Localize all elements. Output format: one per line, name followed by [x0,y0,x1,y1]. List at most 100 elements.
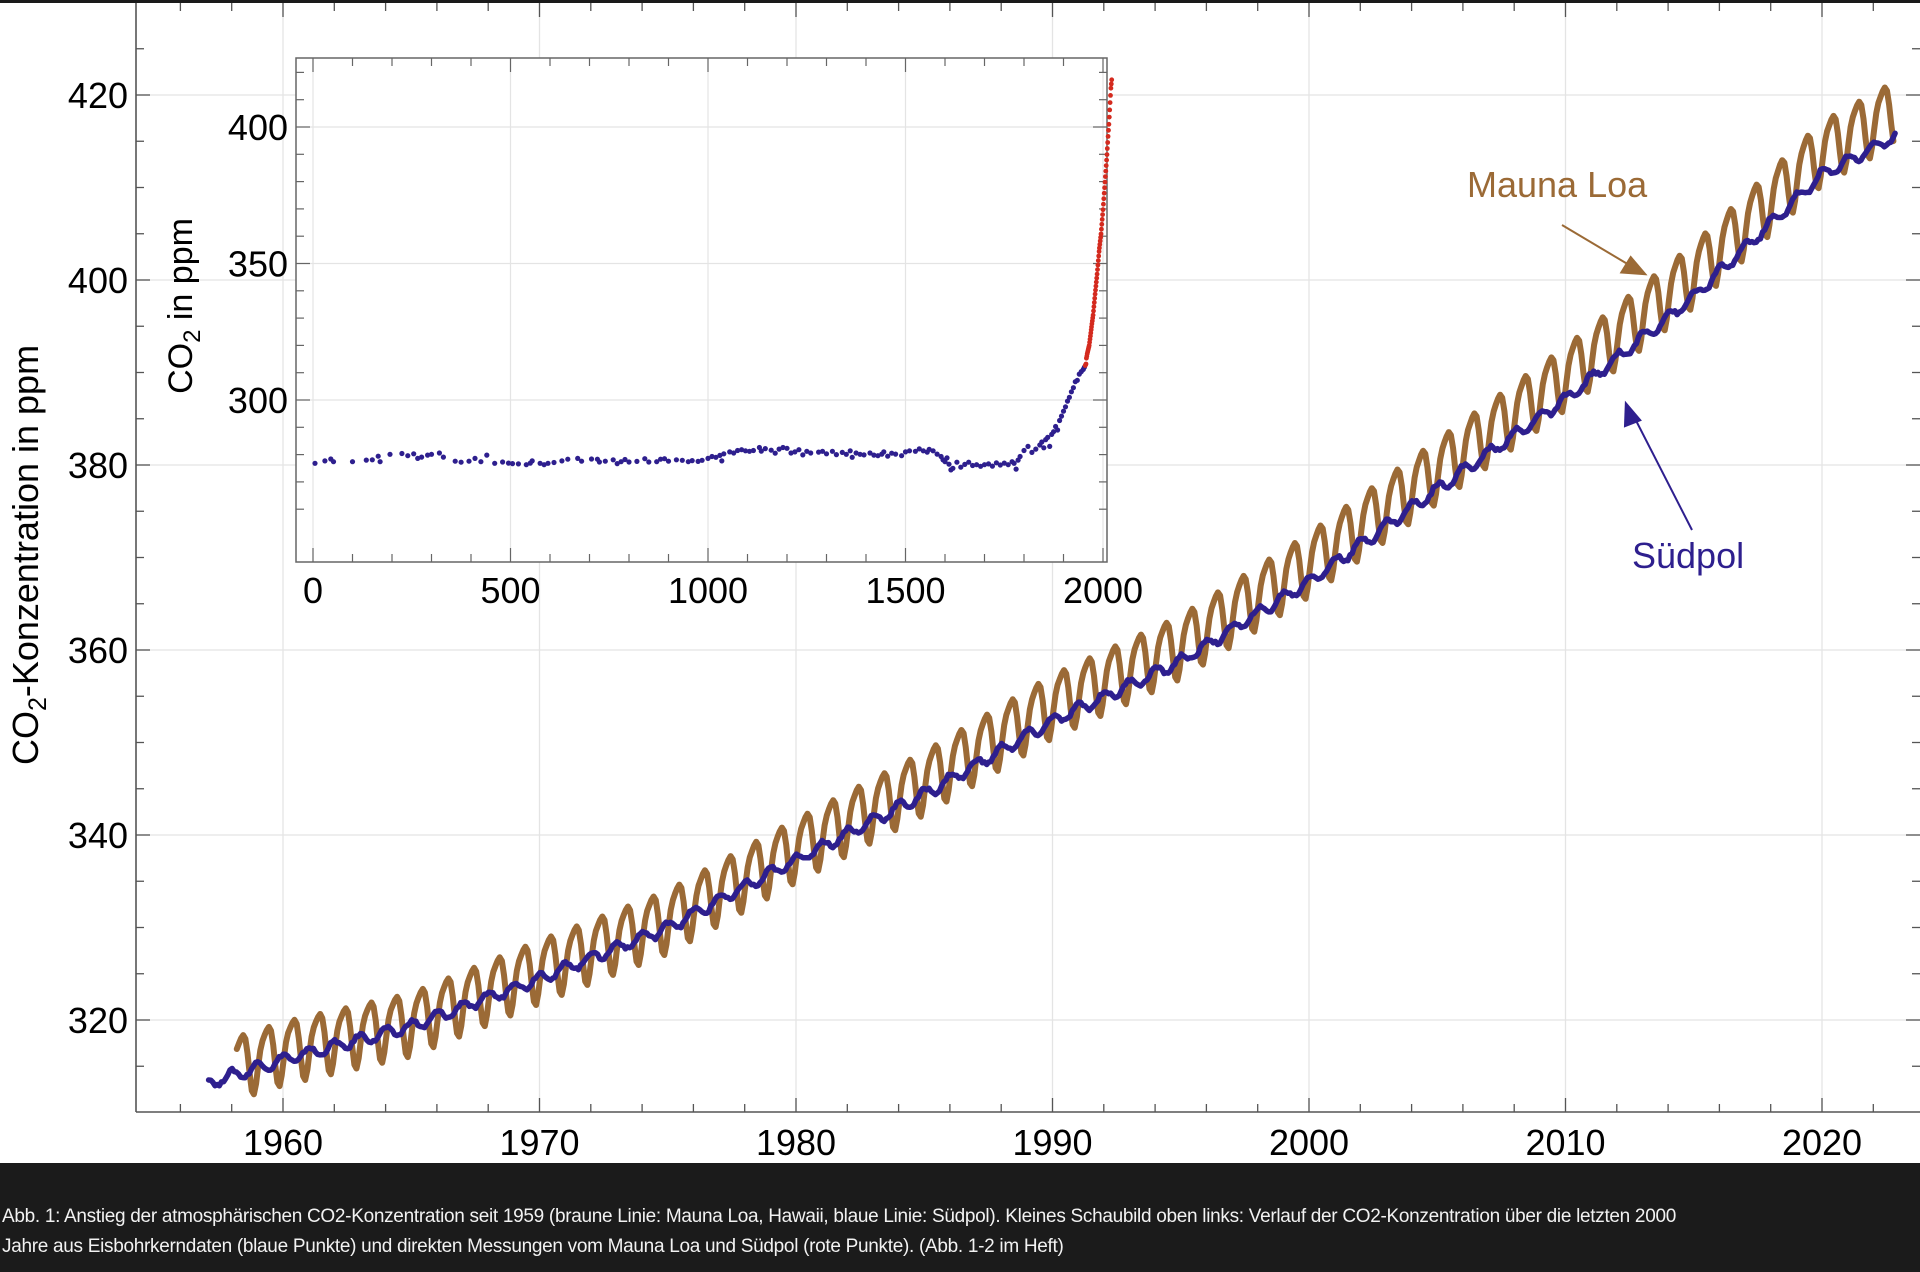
direct-measurement-point [1098,231,1104,237]
direct-measurement-point [1102,185,1107,191]
ice-core-point [1057,417,1063,424]
ice-core-point [618,459,624,465]
ice-core-point [1070,385,1076,391]
ice-core-point [1062,404,1069,410]
ice-core-point [916,446,922,452]
ice-core-point [679,457,685,463]
ice-core-point [369,457,375,463]
ice-core-point [1017,453,1023,460]
main-y-tick-label: 380 [68,445,128,486]
ice-core-point [551,459,557,466]
ice-core-point [399,450,405,457]
ice-core-point [768,447,774,453]
ice-core-point [505,460,512,466]
direct-measurement-point [1099,221,1105,227]
ice-core-point [985,461,992,467]
ice-core-point [885,453,891,459]
ice-core-point [750,447,757,454]
ice-core-point [709,453,715,460]
direct-measurement-point [1094,271,1100,277]
direct-measurement-point [1107,100,1113,105]
inset-axes: 0 500 1000 1500 2000 300 350 400 [228,57,1143,611]
inset-x-tick-label: 0 [303,570,323,611]
direct-measurement-point [1103,174,1108,180]
ice-core-point [847,448,853,454]
ice-core-point [458,459,464,465]
series-line-suedpol [205,130,1898,1089]
ice-core-point [699,457,705,463]
ice-core-point [500,459,506,465]
caption-line-2: Jahre aus Eisbohrkerndaten (blaue Punkte… [2,1236,1064,1257]
direct-measurement-point [1095,267,1100,272]
direct-measurement-point [1101,196,1107,202]
ice-core-point [954,459,960,465]
ice-core-point [349,459,356,465]
figure-caption: Abb. 1: Anstieg der atmosphärischen CO2-… [0,1163,1920,1272]
main-y-tick-label: 320 [68,1000,128,1041]
ice-core-point [800,452,806,458]
direct-measurement-point [1100,212,1105,218]
direct-measurement-point [1099,226,1104,232]
direct-measurement-point [1100,207,1106,213]
ice-core-point [823,451,830,457]
ice-core-point [387,451,393,457]
ice-core-point [889,450,895,456]
ice-core-point [312,460,318,466]
ice-core-point [871,452,877,458]
ice-core-point [1013,466,1019,472]
ice-core-point [974,462,980,468]
ice-core-point [642,456,648,462]
direct-measurement-point [1109,77,1115,83]
inset-background [296,58,1107,562]
inset-x-tick-label: 2000 [1063,570,1143,611]
ice-core-point [1001,460,1007,466]
ice-core-point [930,448,936,454]
ice-core-point [867,450,873,456]
ice-core-point [843,451,849,457]
ice-core-point [478,459,484,465]
ice-core-point [541,462,547,468]
direct-measurement-point [1105,140,1111,145]
ice-core-point [1060,408,1067,414]
ice-core-point [646,459,652,465]
ice-core-point [1029,449,1035,455]
ice-core-point [792,449,798,455]
ice-core-point [926,446,932,452]
ice-core-point [575,455,581,461]
ice-core-point [912,448,919,454]
direct-measurement-point [1090,312,1096,318]
main-x-tick-label: 2020 [1782,1122,1862,1163]
ice-core-point [950,465,956,471]
inset-chart: 0 500 1000 1500 2000 300 350 400 CO2 in ppm [162,57,1143,611]
ice-core-point [415,455,421,461]
ice-core-point [695,458,701,464]
ice-core-point [1011,460,1017,466]
ice-core-point [665,458,672,464]
ice-core-point [634,458,640,464]
ice-core-point [727,449,733,455]
ice-core-point [1025,443,1031,449]
ice-core-point [658,456,664,462]
inset-points [312,77,1115,473]
ice-core-point [626,459,632,465]
direct-measurement-point [1096,253,1102,259]
main-annotations: Mauna Loa Südpol [1467,164,1744,576]
ice-core-point [602,458,608,464]
annotation-label-mauna-loa: Mauna Loa [1467,164,1648,205]
ice-core-point [833,452,840,458]
inset-y-axis-label: CO2 in ppm [162,218,206,394]
ice-core-point [685,459,691,465]
ice-core-point [363,457,369,463]
direct-measurement-point [1094,275,1100,281]
inset-frame [295,57,1108,563]
ice-core-point [944,455,950,461]
direct-measurement-point [1104,157,1109,163]
ice-core-point [981,462,988,468]
ice-core-point [484,452,490,458]
annotation-label-suedpol: Südpol [1632,535,1744,576]
ice-core-point [425,452,431,458]
direct-measurement-point [1101,190,1107,196]
ice-core-point [966,459,972,465]
ice-core-point [819,448,826,454]
ice-core-point [731,450,737,456]
